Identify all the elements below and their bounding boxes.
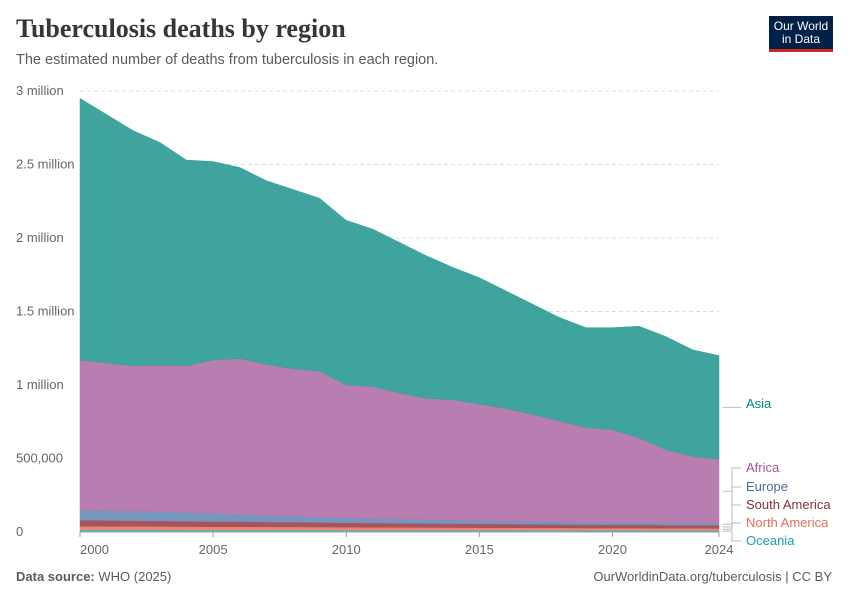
x-tick-label: 2015 xyxy=(465,542,494,557)
area-asia[interactable] xyxy=(79,97,720,460)
label-connector xyxy=(723,486,741,525)
series-label[interactable]: Oceania xyxy=(746,533,795,548)
source-value: WHO (2025) xyxy=(98,569,172,584)
x-tick-label: 2024 xyxy=(705,542,734,557)
series-label[interactable]: Africa xyxy=(746,460,780,475)
series-label[interactable]: Europe xyxy=(746,479,788,494)
source-url[interactable]: OurWorldinData.org/tuberculosis | CC BY xyxy=(593,569,832,584)
y-tick-label: 1 million xyxy=(16,377,64,392)
series-label[interactable]: North America xyxy=(746,515,829,530)
x-tick-label: 2010 xyxy=(332,542,361,557)
y-tick-label: 0 xyxy=(16,524,23,539)
owid-logo[interactable]: Our World in Data xyxy=(769,16,833,52)
chart-title: Tuberculosis deaths by region xyxy=(16,14,346,43)
logo-text: Our World in Data xyxy=(773,19,829,46)
y-tick-label: 1.5 million xyxy=(16,304,75,319)
y-tick-label: 2.5 million xyxy=(16,157,75,172)
source-label: Data source: xyxy=(16,569,95,584)
label-connector xyxy=(723,467,741,492)
y-tick-label: 2 million xyxy=(16,230,64,245)
data-source: Data source: WHO (2025) xyxy=(16,569,171,584)
chart-subtitle: The estimated number of deaths from tube… xyxy=(16,52,439,68)
y-tick-label: 500,000 xyxy=(16,451,63,466)
series-label[interactable]: South America xyxy=(746,497,831,512)
series-label[interactable]: Asia xyxy=(746,396,772,411)
x-tick-label: 2000 xyxy=(80,542,109,557)
x-tick-label: 2005 xyxy=(199,542,228,557)
label-connector xyxy=(723,530,741,542)
y-tick-label: 3 million xyxy=(16,83,64,98)
x-tick-label: 2020 xyxy=(598,542,627,557)
